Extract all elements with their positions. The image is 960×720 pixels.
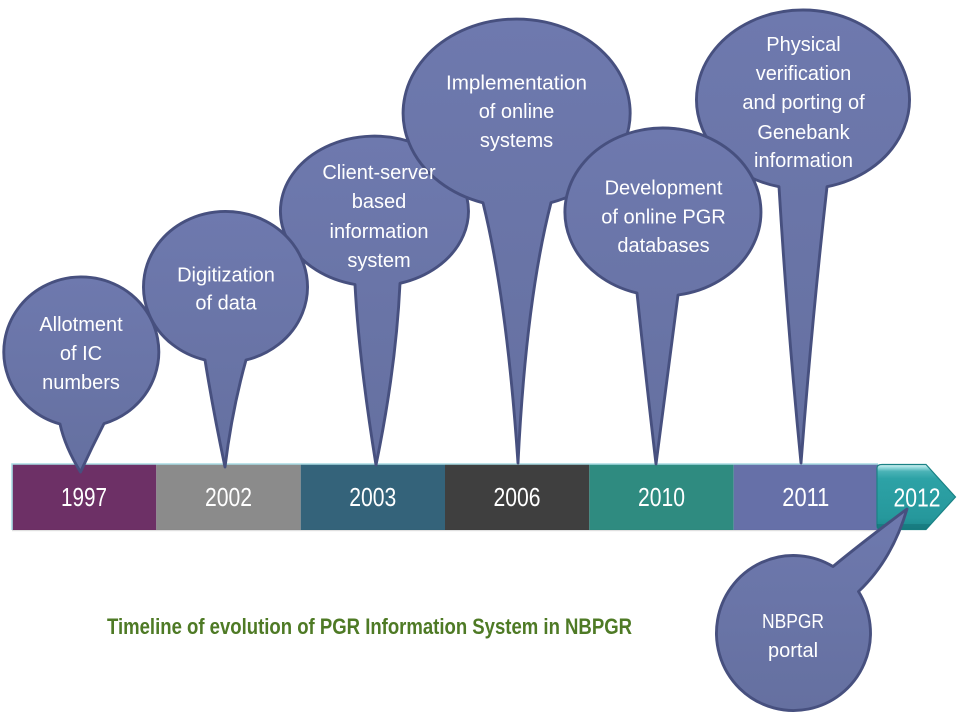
svg-text:Digitization: Digitization (177, 265, 275, 287)
svg-text:2002: 2002 (205, 484, 252, 512)
svg-text:1997: 1997 (61, 484, 107, 512)
svg-text:2006: 2006 (494, 484, 541, 512)
svg-text:based: based (352, 191, 407, 213)
svg-text:systems: systems (480, 130, 553, 152)
svg-text:Implementation: Implementation (446, 73, 587, 95)
svg-text:numbers: numbers (42, 372, 120, 394)
svg-text:and porting of: and porting of (742, 92, 865, 114)
svg-text:of data: of data (195, 293, 257, 315)
svg-text:2011: 2011 (782, 484, 829, 512)
svg-text:NBPGR: NBPGR (762, 611, 824, 633)
svg-text:verification: verification (756, 63, 852, 85)
svg-text:2003: 2003 (349, 484, 396, 512)
svg-text:Allotment: Allotment (39, 314, 123, 336)
svg-text:system: system (347, 250, 410, 272)
svg-text:of online: of online (479, 101, 555, 123)
svg-text:databases: databases (617, 235, 709, 257)
svg-text:of IC: of IC (60, 343, 102, 365)
svg-text:2012: 2012 (894, 485, 941, 513)
svg-text:Client-server: Client-server (322, 162, 436, 184)
svg-text:Physical: Physical (766, 34, 840, 56)
svg-text:portal: portal (768, 640, 818, 662)
svg-text:Genebank: Genebank (757, 122, 850, 144)
svg-text:Development: Development (605, 178, 723, 200)
svg-text:information: information (330, 221, 429, 243)
svg-text:information: information (754, 150, 853, 172)
svg-text:Timeline of evolution of PGR I: Timeline of evolution of PGR Information… (107, 614, 632, 639)
svg-text:of online PGR: of online PGR (601, 207, 726, 229)
svg-text:2010: 2010 (638, 484, 685, 512)
